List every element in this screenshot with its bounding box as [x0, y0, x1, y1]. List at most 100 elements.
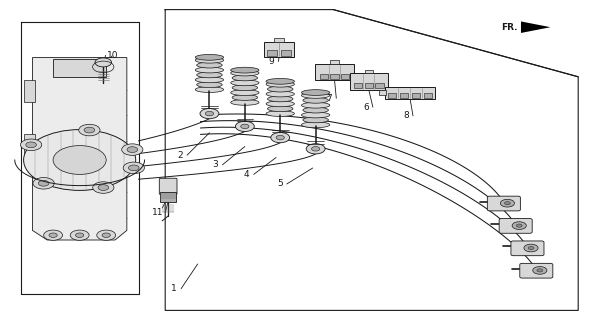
Text: 7: 7 [326, 94, 332, 103]
Text: 4: 4 [244, 170, 250, 179]
Circle shape [500, 199, 514, 207]
Circle shape [241, 124, 249, 129]
Circle shape [127, 147, 137, 153]
Polygon shape [24, 134, 35, 157]
Circle shape [93, 182, 114, 193]
Ellipse shape [266, 91, 294, 97]
Text: 3: 3 [212, 160, 218, 169]
Text: 8: 8 [403, 111, 409, 120]
Ellipse shape [303, 107, 329, 113]
Bar [412, 93, 420, 98]
Ellipse shape [267, 106, 293, 112]
FancyBboxPatch shape [330, 60, 339, 64]
Circle shape [76, 233, 84, 237]
Bar [388, 93, 396, 98]
Circle shape [276, 135, 284, 140]
Ellipse shape [195, 77, 224, 83]
Ellipse shape [301, 102, 330, 108]
Circle shape [24, 130, 136, 190]
Ellipse shape [266, 81, 294, 87]
Bar [281, 50, 291, 56]
Circle shape [26, 142, 37, 148]
FancyBboxPatch shape [499, 219, 532, 233]
FancyBboxPatch shape [160, 192, 176, 202]
Text: 10: 10 [107, 51, 119, 60]
Circle shape [49, 233, 57, 237]
Circle shape [122, 144, 143, 156]
Bar [365, 83, 373, 88]
FancyBboxPatch shape [520, 263, 553, 278]
FancyBboxPatch shape [53, 59, 106, 77]
Circle shape [271, 132, 290, 143]
Ellipse shape [231, 80, 259, 86]
Circle shape [528, 246, 534, 250]
Text: 11: 11 [152, 208, 164, 217]
Ellipse shape [195, 57, 224, 63]
Circle shape [129, 165, 139, 171]
FancyBboxPatch shape [349, 73, 388, 90]
FancyBboxPatch shape [511, 241, 544, 256]
FancyBboxPatch shape [365, 70, 373, 73]
Circle shape [205, 111, 214, 116]
FancyBboxPatch shape [159, 178, 177, 195]
Text: 5: 5 [277, 180, 283, 188]
FancyBboxPatch shape [274, 38, 284, 42]
Circle shape [21, 139, 42, 151]
Ellipse shape [232, 95, 258, 100]
Ellipse shape [195, 54, 224, 60]
Bar [354, 83, 362, 88]
Polygon shape [24, 80, 35, 102]
Ellipse shape [301, 92, 330, 98]
Ellipse shape [196, 62, 222, 68]
Ellipse shape [266, 111, 294, 116]
Polygon shape [521, 21, 550, 33]
Circle shape [53, 146, 106, 174]
Polygon shape [32, 58, 127, 240]
Ellipse shape [232, 85, 258, 91]
Bar [330, 74, 339, 79]
Circle shape [537, 269, 543, 272]
Ellipse shape [301, 90, 330, 95]
Text: 2: 2 [177, 151, 183, 160]
Circle shape [95, 58, 112, 67]
Circle shape [102, 233, 110, 237]
Circle shape [312, 147, 320, 151]
Text: 9: 9 [268, 57, 274, 66]
Ellipse shape [231, 100, 259, 105]
Text: FR.: FR. [502, 23, 518, 32]
Ellipse shape [301, 112, 330, 118]
Circle shape [97, 230, 116, 240]
Ellipse shape [301, 122, 330, 128]
Circle shape [516, 224, 522, 227]
Bar [267, 50, 277, 56]
Circle shape [98, 185, 109, 190]
Text: 6: 6 [363, 103, 369, 112]
Ellipse shape [266, 101, 294, 107]
Circle shape [33, 178, 54, 189]
Ellipse shape [303, 117, 329, 123]
FancyBboxPatch shape [385, 87, 435, 99]
Circle shape [123, 162, 145, 174]
Circle shape [84, 127, 94, 133]
Ellipse shape [231, 90, 259, 95]
Ellipse shape [195, 87, 224, 92]
Ellipse shape [266, 78, 294, 84]
Circle shape [533, 267, 547, 274]
Circle shape [512, 222, 526, 229]
Circle shape [235, 121, 254, 132]
Ellipse shape [267, 96, 293, 102]
Ellipse shape [195, 67, 224, 73]
Ellipse shape [303, 97, 329, 103]
Text: 1: 1 [171, 284, 177, 293]
Circle shape [524, 244, 538, 252]
Bar [341, 74, 349, 79]
Ellipse shape [232, 75, 258, 81]
Circle shape [504, 202, 510, 205]
Bar [375, 83, 384, 88]
Ellipse shape [267, 86, 293, 92]
Circle shape [78, 124, 100, 136]
Circle shape [70, 230, 89, 240]
Bar [400, 93, 408, 98]
FancyBboxPatch shape [264, 42, 294, 57]
Ellipse shape [196, 82, 222, 88]
